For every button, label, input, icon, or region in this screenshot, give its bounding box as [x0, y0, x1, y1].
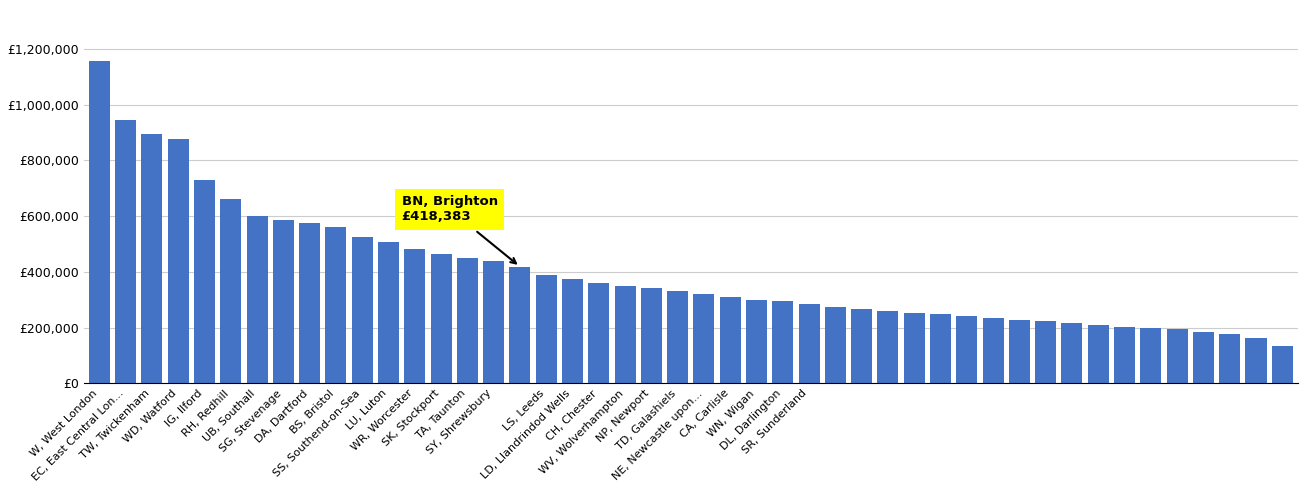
Bar	[247, 216, 268, 383]
Bar	[167, 139, 189, 383]
Bar	[957, 316, 977, 383]
Bar	[1272, 345, 1293, 383]
Bar	[1193, 332, 1214, 383]
Bar	[405, 249, 425, 383]
Bar	[351, 237, 373, 383]
Bar	[1245, 338, 1267, 383]
Bar	[825, 307, 846, 383]
Bar	[746, 300, 767, 383]
Bar	[930, 314, 951, 383]
Bar	[1088, 325, 1109, 383]
Bar	[273, 220, 294, 383]
Bar	[378, 243, 399, 383]
Bar	[194, 180, 215, 383]
Bar	[562, 279, 583, 383]
Bar	[720, 297, 741, 383]
Bar	[1009, 319, 1030, 383]
Bar	[509, 267, 530, 383]
Bar	[1035, 321, 1056, 383]
Bar	[983, 318, 1004, 383]
Bar	[799, 304, 820, 383]
Bar	[641, 289, 662, 383]
Bar	[1141, 328, 1161, 383]
Bar	[773, 301, 793, 383]
Text: BN, Brighton
£418,383: BN, Brighton £418,383	[402, 196, 515, 264]
Bar	[667, 291, 688, 383]
Bar	[115, 120, 136, 383]
Bar	[536, 274, 557, 383]
Bar	[1167, 329, 1188, 383]
Bar	[299, 223, 320, 383]
Bar	[457, 258, 478, 383]
Bar	[877, 311, 898, 383]
Bar	[615, 286, 636, 383]
Bar	[1114, 327, 1135, 383]
Bar	[589, 283, 609, 383]
Bar	[904, 313, 925, 383]
Bar	[1219, 335, 1240, 383]
Bar	[141, 134, 162, 383]
Bar	[1061, 323, 1082, 383]
Bar	[325, 227, 346, 383]
Bar	[851, 309, 872, 383]
Bar	[431, 254, 452, 383]
Bar	[89, 61, 110, 383]
Bar	[221, 199, 241, 383]
Bar	[693, 294, 714, 383]
Bar	[483, 261, 504, 383]
